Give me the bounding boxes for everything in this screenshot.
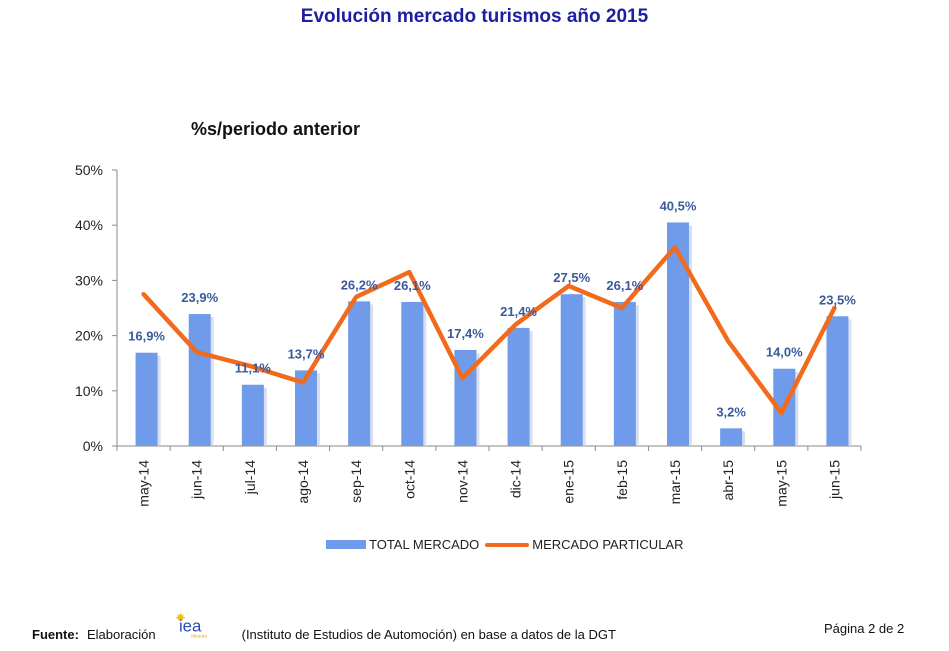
bar-data-label: 26,2% bbox=[341, 277, 378, 292]
line-point bbox=[354, 295, 358, 299]
x-tick-label: mar-15 bbox=[667, 460, 683, 505]
line-point bbox=[832, 306, 836, 310]
line-point bbox=[248, 364, 252, 368]
x-tick-label: jul-14 bbox=[242, 460, 258, 495]
line-point bbox=[142, 292, 146, 296]
bar bbox=[507, 327, 530, 446]
chart: 0% 10% 20% 30% 40% 50% may-14 jun-14 jul-14 ago-1… bbox=[75, 162, 862, 507]
line-point bbox=[567, 284, 571, 288]
bar-data-label: 21,4% bbox=[500, 304, 537, 319]
line-point bbox=[726, 339, 730, 343]
bar bbox=[348, 301, 371, 446]
legend-line-label: MERCADO PARTICULAR bbox=[532, 537, 684, 552]
bar bbox=[135, 352, 158, 446]
y-tick-label: 0% bbox=[83, 438, 103, 454]
line-point bbox=[620, 306, 624, 310]
x-tick-label: dic-14 bbox=[508, 460, 524, 498]
y-tick-label: 40% bbox=[75, 217, 103, 233]
svg-text:iea: iea bbox=[179, 616, 202, 635]
line-point bbox=[779, 411, 783, 415]
bar-data-label: 23,9% bbox=[181, 290, 218, 305]
footer-description: (Instituto de Estudios de Automoción) en… bbox=[241, 626, 616, 642]
y-tick-label: 10% bbox=[75, 383, 103, 399]
bar bbox=[295, 370, 317, 446]
bar-data-label: 17,4% bbox=[447, 326, 484, 341]
footer-prefix: Elaboración bbox=[86, 626, 156, 642]
legend-line-swatch bbox=[485, 542, 530, 547]
legend: TOTAL MERCADO MERCADO PARTICULAR bbox=[326, 537, 684, 552]
x-tick-label: jun-14 bbox=[189, 460, 205, 500]
y-tick-label: 50% bbox=[75, 162, 103, 178]
x-tick-label: may-14 bbox=[136, 460, 152, 507]
x-tick-label: oct-14 bbox=[401, 460, 417, 499]
bar bbox=[401, 301, 424, 446]
page-number: Página 2 de 2 bbox=[824, 621, 905, 636]
y-tick-label: 20% bbox=[75, 328, 103, 344]
bar-data-label: 40,5% bbox=[660, 198, 697, 213]
bar bbox=[560, 294, 583, 446]
chart-title: %s/periodo anterior bbox=[191, 119, 361, 139]
line-point bbox=[301, 381, 305, 385]
footer: Fuente: Elaboración iea ideauto (Institu… bbox=[32, 613, 616, 647]
bar bbox=[826, 316, 849, 446]
iea-logo: iea ideauto bbox=[175, 613, 207, 639]
bar-data-label: 26,1% bbox=[394, 278, 431, 293]
x-tick-label: sep-14 bbox=[348, 460, 364, 503]
line-point bbox=[673, 245, 677, 249]
x-tick-label: abr-15 bbox=[720, 460, 736, 501]
bar-data-label: 11,1% bbox=[235, 361, 272, 376]
line-point bbox=[514, 323, 518, 327]
line-point bbox=[407, 270, 411, 274]
page-title: Evolución mercado turismos año 2015 bbox=[300, 6, 649, 27]
x-tick-label: jun-15 bbox=[826, 460, 842, 500]
line-point bbox=[460, 376, 464, 380]
bar-data-label: 26,1% bbox=[606, 278, 643, 293]
bar bbox=[667, 222, 689, 446]
bar-data-label: 3,2% bbox=[716, 404, 746, 419]
line-series bbox=[141, 245, 837, 416]
x-tick-label: nov-14 bbox=[454, 460, 470, 503]
bar-data-label: 13,7% bbox=[288, 346, 325, 361]
y-tick-label: 30% bbox=[75, 272, 103, 288]
legend-bar-label: TOTAL MERCADO bbox=[369, 537, 480, 552]
legend-bar-swatch bbox=[326, 540, 366, 549]
line-point bbox=[195, 350, 199, 354]
bar bbox=[720, 428, 743, 446]
footer-source-label: Fuente: bbox=[32, 626, 79, 642]
bar-data-label: 27,5% bbox=[553, 270, 590, 285]
bar-data-label: 16,9% bbox=[128, 329, 165, 344]
bar-data-label: 14,0% bbox=[766, 345, 803, 360]
bar bbox=[613, 301, 636, 446]
bar bbox=[188, 314, 211, 446]
bar bbox=[241, 384, 264, 446]
x-tick-label: may-15 bbox=[773, 460, 789, 507]
x-tick-label: ago-14 bbox=[295, 460, 311, 504]
bar-data-label: 23,5% bbox=[819, 292, 856, 307]
x-tick-label: feb-15 bbox=[614, 460, 630, 500]
svg-text:ideauto: ideauto bbox=[191, 633, 207, 639]
x-tick-label: ene-15 bbox=[561, 460, 577, 504]
